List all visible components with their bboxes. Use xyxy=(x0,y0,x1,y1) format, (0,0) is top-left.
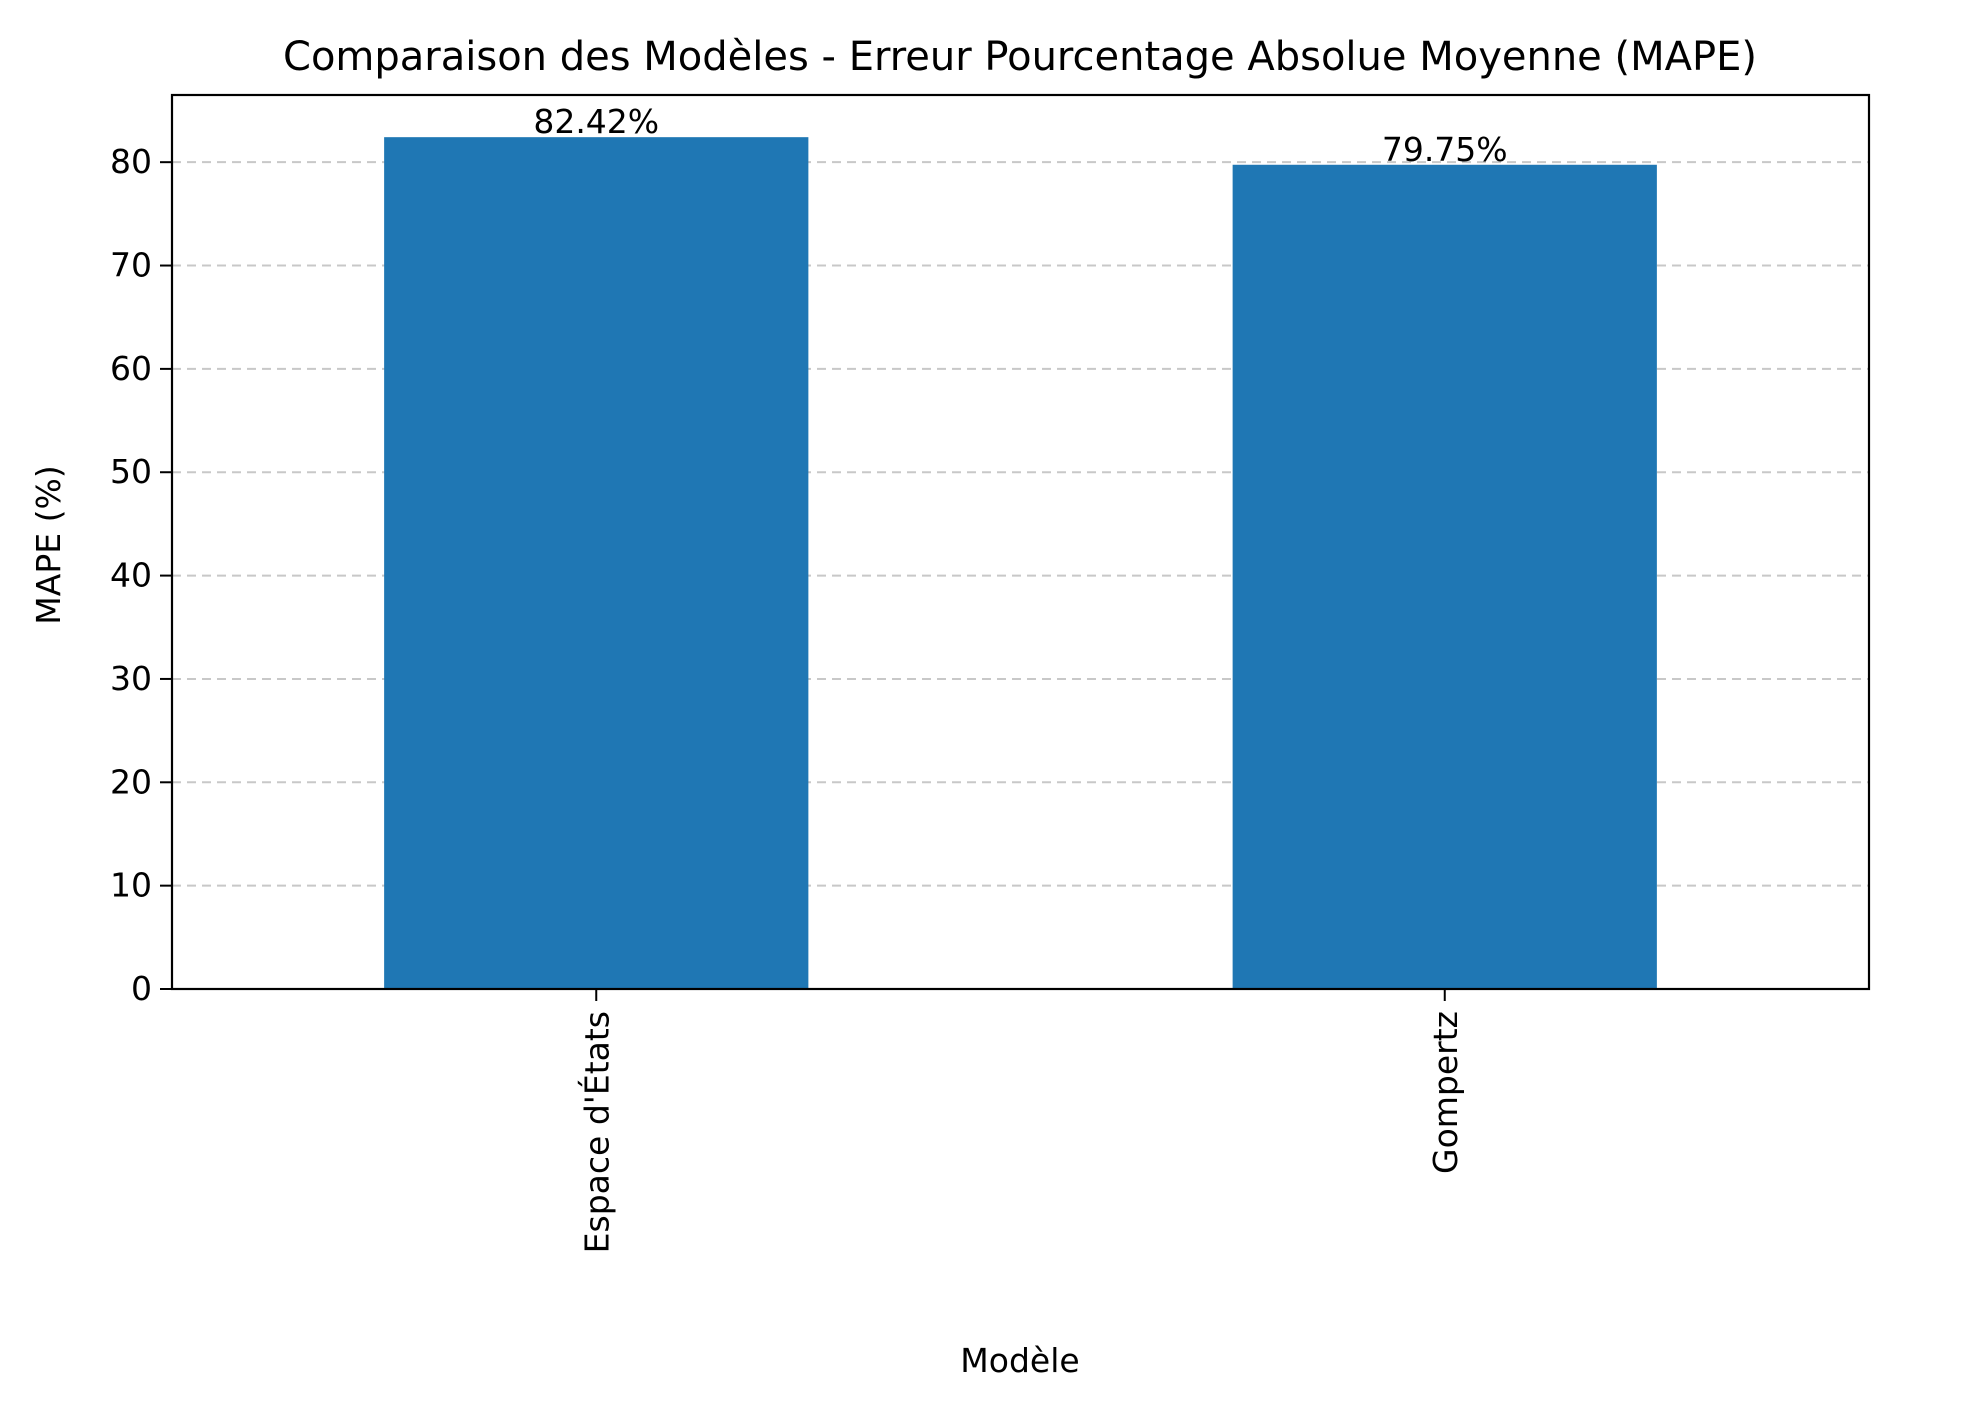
bar xyxy=(384,137,809,990)
y-tick-label: 10 xyxy=(110,866,152,905)
y-tick-label: 70 xyxy=(110,246,152,285)
plot-frame xyxy=(170,93,1871,991)
y-tick-label: 80 xyxy=(110,142,152,181)
chart-title: Comparaison des Modèles - Erreur Pourcen… xyxy=(283,34,1757,80)
data-labels: 82.42% 79.75% xyxy=(533,102,1507,169)
bar-value-label: 82.42% xyxy=(533,102,659,141)
bars xyxy=(384,137,1657,990)
bar-value-label: 79.75% xyxy=(1382,130,1508,169)
x-axis-label: Modèle xyxy=(960,1341,1079,1380)
y-tick-label: 50 xyxy=(110,452,152,491)
y-tick-label: 0 xyxy=(131,969,152,1008)
y-tick-label: 20 xyxy=(110,762,152,801)
y-tick-label: 40 xyxy=(110,556,152,595)
y-tick-label: 60 xyxy=(110,349,152,388)
axes: 0 10 20 30 40 50 60 70 80 Espace d'États Gompertz xyxy=(110,93,1871,1253)
y-axis-label: MAPE (%) xyxy=(29,465,68,624)
bar xyxy=(1232,164,1657,989)
y-tick-label: 30 xyxy=(110,659,152,698)
x-tick-label: Gompertz xyxy=(1426,1011,1465,1174)
x-tick-label: Espace d'États xyxy=(576,1011,616,1253)
